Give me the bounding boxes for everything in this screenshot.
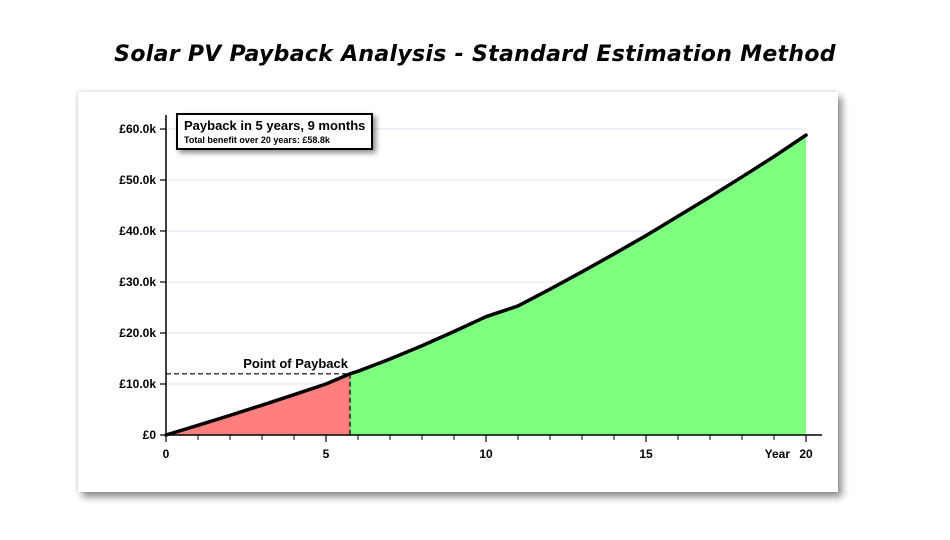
- x-tick-label: 10: [479, 447, 493, 461]
- benefit-line-layer: [164, 133, 808, 437]
- cumulative-benefit-line: [164, 133, 808, 437]
- annotations: Point of Payback: [166, 356, 351, 435]
- y-tick-label: £0: [143, 428, 157, 442]
- y-tick-label: £10.0k: [119, 377, 156, 391]
- axes: £0 £10.0k £20.0k £30.0k £40.0k £50.0k £60.0k 0 5…: [119, 115, 822, 461]
- post-payback-area: [350, 135, 806, 435]
- y-tick-label: £50.0k: [119, 173, 156, 187]
- x-tick-label: 15: [639, 447, 653, 461]
- y-tick-label: £20.0k: [119, 326, 156, 340]
- x-tick-label: 20: [799, 447, 813, 461]
- x-tick-label: 5: [323, 447, 330, 461]
- area-fills: [166, 135, 806, 435]
- chart-panel: £0 £10.0k £20.0k £30.0k £40.0k £50.0k £60.0k 0 5…: [78, 92, 838, 492]
- payback-info-box: Payback in 5 years, 9 months Total benef…: [176, 113, 374, 150]
- x-tick-label: 0: [163, 447, 170, 461]
- payback-point-label: Point of Payback: [243, 356, 349, 371]
- payback-headline: Payback in 5 years, 9 months: [184, 118, 366, 133]
- chart-title: Solar PV Payback Analysis - Standard Est…: [114, 42, 836, 67]
- y-tick-label: £30.0k: [119, 275, 156, 289]
- x-axis-label: Year: [765, 447, 791, 461]
- y-tick-label: £60.0k: [119, 122, 156, 136]
- payback-chart: £0 £10.0k £20.0k £30.0k £40.0k £50.0k £60.0k 0 5…: [119, 115, 822, 461]
- pre-payback-area: [166, 373, 350, 435]
- total-benefit-text: Total benefit over 20 years: £58.8k: [184, 135, 330, 145]
- y-tick-label: £40.0k: [119, 224, 156, 238]
